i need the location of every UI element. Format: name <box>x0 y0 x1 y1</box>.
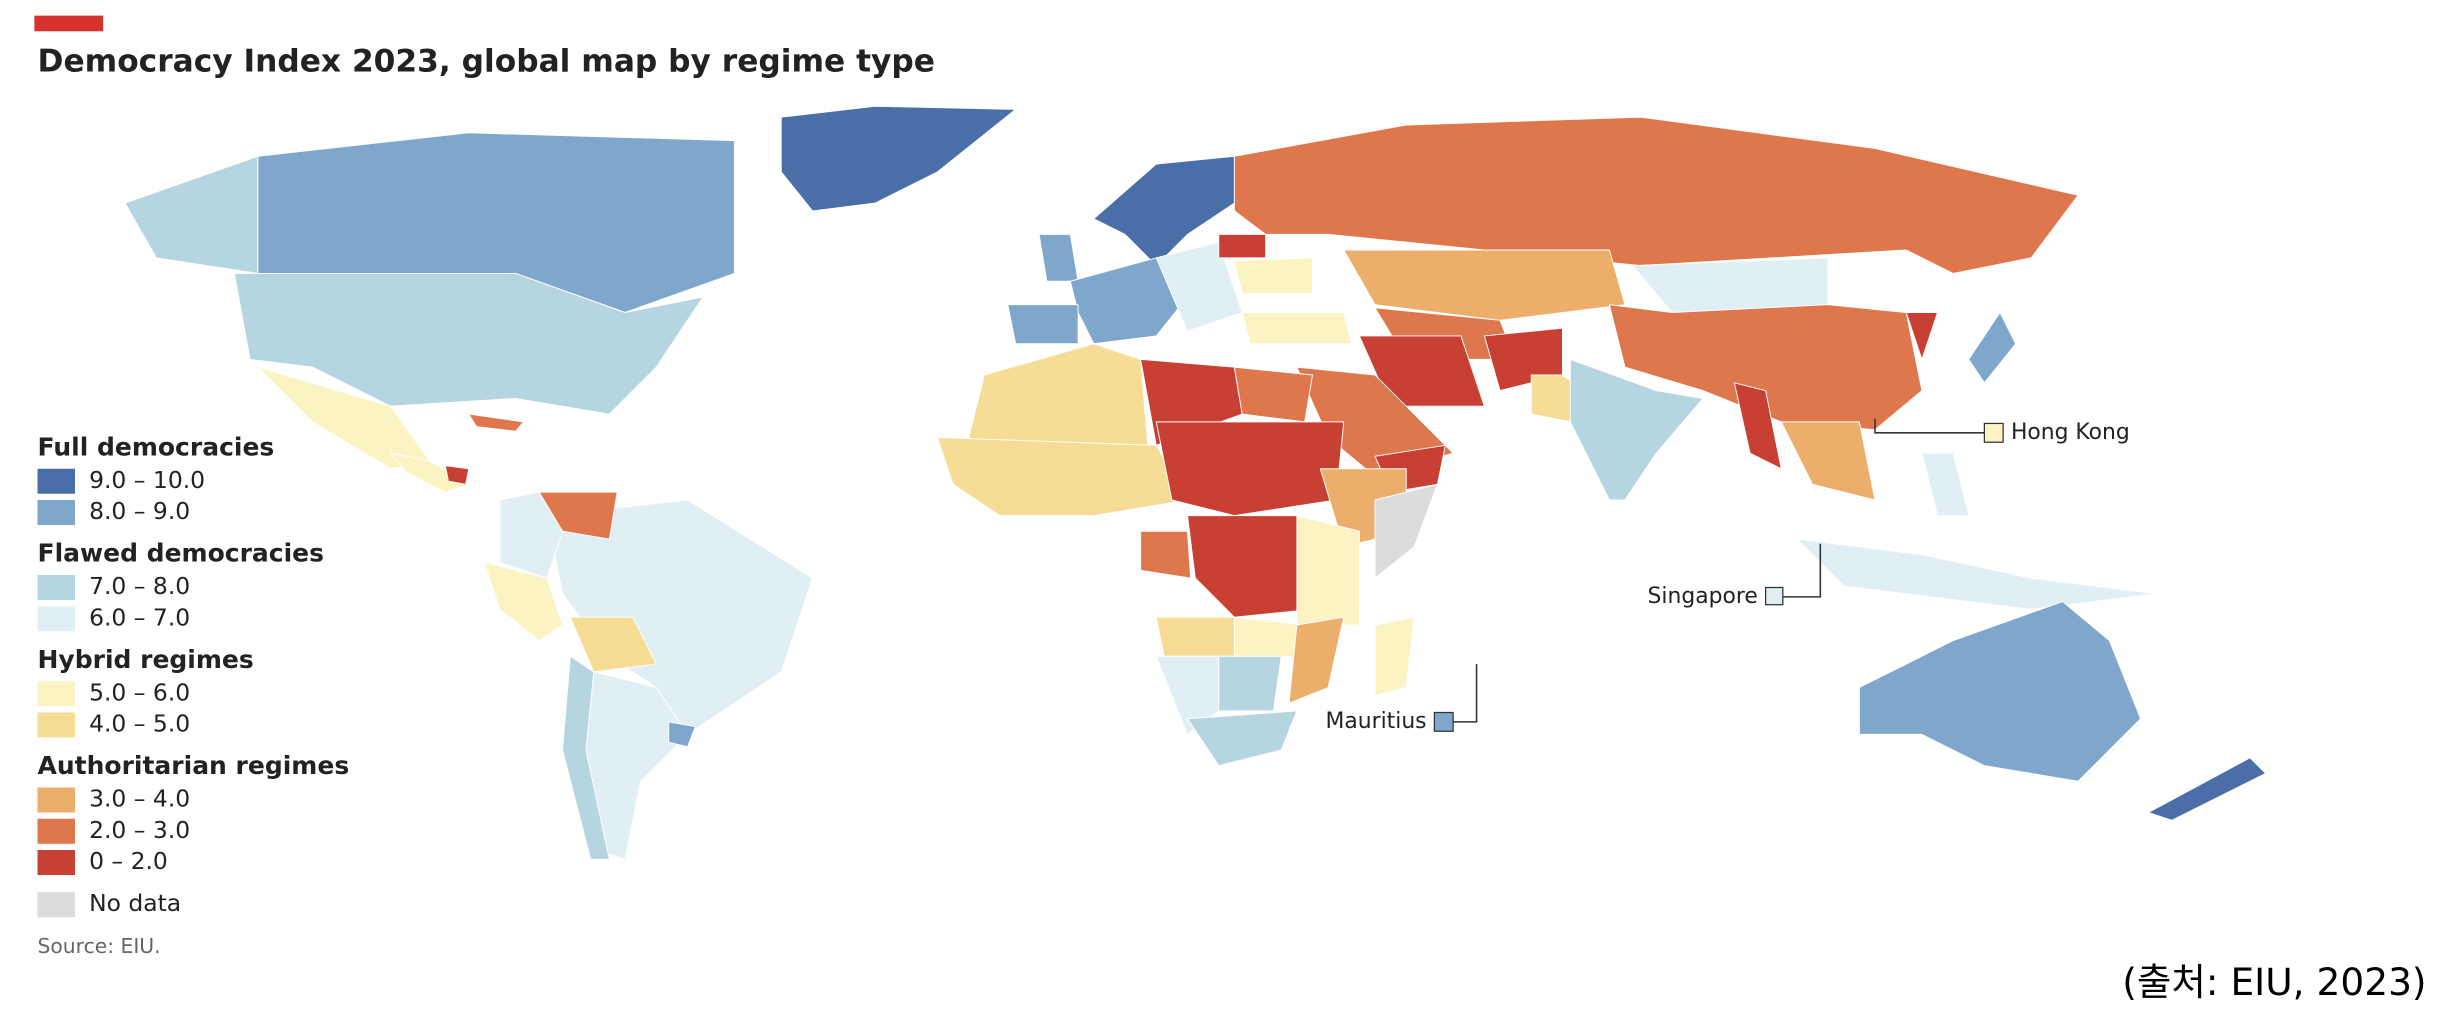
country-region <box>1233 116 2079 274</box>
country-region <box>390 452 470 493</box>
country-region <box>233 272 704 415</box>
country-region <box>1093 155 1235 267</box>
callout-swatch <box>1433 711 1454 732</box>
country-region <box>1296 515 1360 626</box>
world-map <box>124 105 2267 860</box>
legend-label: 9.0 – 10.0 <box>89 466 205 494</box>
title: Democracy Index 2023, global map by regi… <box>38 44 935 80</box>
legend-swatch <box>37 681 76 707</box>
country-region <box>780 105 1017 212</box>
source: Source: EIU. <box>38 934 161 958</box>
legend-label: 4.0 – 5.0 <box>89 709 190 737</box>
legend-group-title: Authoritarian regimes <box>38 751 350 780</box>
country-region <box>1187 515 1313 618</box>
legend-label: 2.0 – 3.0 <box>89 816 190 844</box>
country-region <box>1374 483 1438 579</box>
callout-leader <box>1453 664 1478 723</box>
accent-bar <box>34 15 104 32</box>
legend-label: 3.0 – 4.0 <box>89 784 190 812</box>
country-region <box>1233 366 1313 423</box>
callout-label: Mauritius <box>1326 709 1427 734</box>
country-region <box>483 562 563 642</box>
country-region <box>499 491 563 579</box>
legend-swatch <box>37 849 76 875</box>
country-region <box>1155 616 1243 657</box>
country-region <box>562 655 610 860</box>
country-region <box>1343 249 1626 321</box>
country-region <box>668 721 696 748</box>
country-region <box>1038 233 1079 282</box>
legend-swatch <box>37 606 76 632</box>
country-region <box>937 437 1188 517</box>
country-region <box>1858 601 2142 782</box>
legend-label: 7.0 – 8.0 <box>89 572 190 600</box>
callout-leader <box>1874 418 1985 434</box>
legend-label: 8.0 – 9.0 <box>89 497 190 525</box>
legend-group-title: Flawed democracies <box>38 539 325 568</box>
country-region <box>1007 304 1079 345</box>
country-region <box>1733 382 1782 470</box>
callout-swatch <box>1764 586 1784 606</box>
legend: Full democracies 9.0 – 10.0 8.0 – 9.0 Flawe… <box>37 432 350 918</box>
caption: (출처: EIU, 2023) <box>2122 960 2426 1004</box>
legend-swatch <box>37 712 76 738</box>
country-region <box>1288 616 1345 704</box>
legend-swatch <box>37 787 76 813</box>
country-region <box>1608 304 1923 431</box>
country-region <box>444 465 470 485</box>
country-region <box>1140 530 1192 579</box>
country-region <box>1233 257 1313 295</box>
country-region <box>1780 421 1876 501</box>
legend-label: 5.0 – 6.0 <box>89 678 190 706</box>
legend-group-title: Full democracies <box>38 432 275 461</box>
legend-swatch <box>37 892 76 918</box>
legend-swatch <box>37 818 76 844</box>
callout-swatch <box>1983 422 2004 443</box>
country-region <box>1218 655 1282 712</box>
country-region <box>2147 757 2267 821</box>
country-region <box>1155 421 1345 517</box>
country-region <box>1796 538 2157 610</box>
country-region <box>124 155 259 274</box>
country-region <box>468 413 524 432</box>
country-region <box>1905 312 1938 360</box>
legend-swatch <box>37 468 76 494</box>
country-region <box>1632 257 1829 313</box>
legend-swatch <box>37 499 76 525</box>
country-region <box>1569 358 1704 501</box>
country-region <box>1241 312 1353 345</box>
callout-label: Singapore <box>1648 584 1758 609</box>
country-region <box>1187 710 1298 767</box>
legend-swatch <box>37 575 76 600</box>
legend-label: 6.0 – 7.0 <box>89 603 190 631</box>
legend-group-title: Hybrid regimes <box>38 645 254 674</box>
legend-label: 0 – 2.0 <box>89 847 168 875</box>
country-region <box>1374 616 1415 696</box>
country-region <box>1968 312 2017 384</box>
country-region <box>1921 452 1970 517</box>
callout-leader <box>1782 543 1822 598</box>
country-region <box>569 616 657 673</box>
legend-label: No data <box>89 889 181 917</box>
callout-label: Hong Kong <box>2011 420 2130 445</box>
country-region <box>1218 233 1267 259</box>
